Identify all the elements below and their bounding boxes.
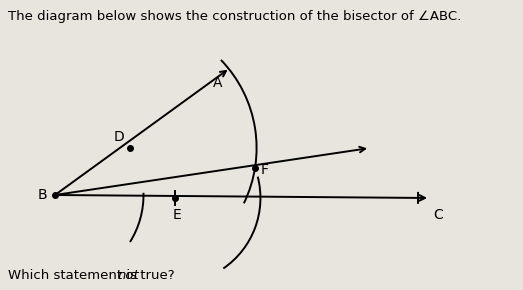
Text: F: F — [261, 163, 269, 177]
Text: B: B — [37, 188, 47, 202]
Text: true?: true? — [136, 269, 175, 282]
Text: E: E — [173, 208, 181, 222]
Text: D: D — [113, 130, 124, 144]
Text: The diagram below shows the construction of the bisector of ∠ABC.: The diagram below shows the construction… — [8, 10, 461, 23]
Text: A: A — [212, 76, 222, 90]
Text: not: not — [118, 269, 140, 282]
Text: Which statement is: Which statement is — [8, 269, 141, 282]
Text: C: C — [433, 208, 443, 222]
